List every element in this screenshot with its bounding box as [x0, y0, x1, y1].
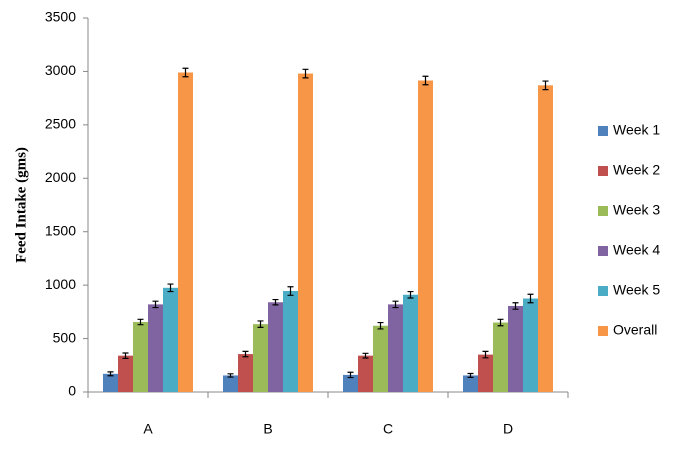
y-tick-label: 1500 [45, 222, 76, 238]
legend-swatch [598, 126, 608, 136]
bar [238, 354, 253, 392]
bar [118, 355, 133, 392]
error-bar [122, 352, 129, 359]
error-bar [107, 371, 114, 377]
error-bar [542, 80, 549, 91]
y-tick-label: 3000 [45, 62, 76, 78]
error-bar [527, 293, 534, 304]
bar [223, 375, 238, 392]
error-bar [512, 302, 519, 310]
legend-swatch [598, 246, 608, 256]
error-bar [242, 350, 249, 358]
error-bar [362, 352, 369, 359]
bar [463, 375, 478, 392]
bar [358, 355, 373, 392]
bar [373, 325, 388, 392]
error-bar [377, 321, 384, 330]
error-bar [422, 75, 429, 86]
error-bar [347, 371, 354, 379]
y-tick-label: 1000 [45, 276, 76, 292]
bar [298, 73, 313, 393]
error-bar [407, 290, 414, 299]
legend-label: Week 3 [613, 202, 660, 218]
error-bar [152, 300, 159, 309]
bar [103, 373, 118, 392]
legend-label: Week 2 [613, 162, 660, 178]
legend-swatch [598, 286, 608, 296]
bar [268, 302, 283, 392]
y-tick-label: 2000 [45, 169, 76, 185]
y-tick-label: 0 [68, 383, 76, 399]
x-tick-label: A [143, 421, 153, 437]
legend-label: Week 5 [613, 282, 660, 298]
error-bar [257, 320, 264, 328]
error-bar [287, 286, 294, 296]
error-bar [302, 68, 309, 79]
legend-swatch [598, 166, 608, 176]
bar [163, 287, 178, 392]
error-bar [182, 67, 189, 78]
error-bar [497, 318, 504, 327]
x-tick-label: C [383, 421, 393, 437]
bar [343, 374, 358, 392]
legend-swatch [598, 206, 608, 216]
y-tick-label: 500 [53, 329, 77, 345]
bar [133, 322, 148, 392]
error-bar [137, 318, 144, 326]
bar [418, 80, 433, 393]
bar [508, 305, 523, 392]
error-bar [272, 298, 279, 306]
y-tick-label: 2500 [45, 116, 76, 132]
error-bar [467, 372, 474, 378]
y-axis-label: Feed Intake (gms) [13, 147, 29, 263]
legend-swatch [598, 326, 608, 336]
error-bar [167, 283, 174, 293]
error-bar [482, 350, 489, 359]
x-tick-label: D [503, 421, 513, 437]
bar [253, 324, 268, 392]
legend-label: Week 4 [613, 242, 660, 258]
bar [178, 72, 193, 393]
bar [478, 354, 493, 392]
legend-label: Week 1 [613, 122, 660, 138]
bar [403, 294, 418, 392]
legend-label: Overall [613, 322, 657, 338]
error-bar [227, 373, 234, 378]
error-bar [392, 300, 399, 309]
bar [388, 304, 403, 392]
y-tick-label: 3500 [45, 9, 76, 25]
bar [493, 322, 508, 392]
bar [523, 298, 538, 392]
bar [148, 304, 163, 392]
bar [538, 85, 553, 392]
x-tick-label: B [263, 421, 272, 437]
bar [283, 291, 298, 392]
